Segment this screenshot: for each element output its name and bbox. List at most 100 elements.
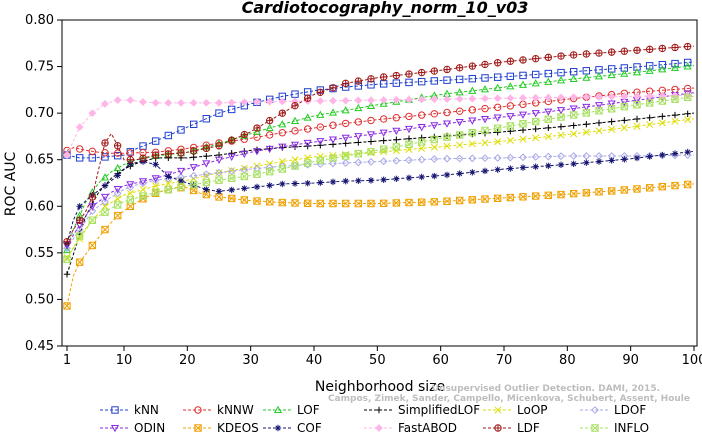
marker xyxy=(468,196,477,204)
marker xyxy=(379,96,388,104)
legend-item-loop: LoOP xyxy=(483,403,548,417)
marker xyxy=(443,171,451,179)
marker xyxy=(607,187,616,195)
marker xyxy=(265,163,274,172)
marker xyxy=(493,154,502,162)
marker xyxy=(278,97,287,106)
marker xyxy=(405,70,413,78)
marker xyxy=(89,193,96,201)
marker xyxy=(75,123,84,132)
marker xyxy=(393,136,400,143)
marker xyxy=(354,103,363,112)
marker xyxy=(88,216,97,224)
marker xyxy=(456,141,464,149)
marker xyxy=(279,180,286,188)
marker xyxy=(633,101,641,109)
marker xyxy=(63,271,71,278)
marker xyxy=(532,163,539,170)
marker xyxy=(443,197,451,205)
marker xyxy=(366,131,376,139)
marker xyxy=(88,241,97,250)
marker xyxy=(152,182,160,190)
marker xyxy=(151,188,160,197)
marker xyxy=(317,179,324,186)
marker xyxy=(544,191,553,199)
marker xyxy=(392,95,401,104)
marker xyxy=(228,186,235,194)
marker xyxy=(165,173,172,180)
marker xyxy=(278,120,287,128)
marker xyxy=(113,211,122,220)
marker xyxy=(507,165,514,172)
x-tick-label: 1 xyxy=(63,353,71,368)
marker xyxy=(393,175,400,183)
marker xyxy=(544,108,553,116)
legend-label: FastABOD xyxy=(398,421,457,434)
marker xyxy=(658,97,667,105)
marker xyxy=(481,94,489,103)
marker xyxy=(469,62,476,70)
marker xyxy=(265,167,274,176)
marker xyxy=(645,184,654,192)
marker xyxy=(189,171,198,180)
marker xyxy=(366,101,376,109)
marker xyxy=(621,156,628,163)
marker xyxy=(189,164,198,172)
marker xyxy=(443,95,451,103)
marker xyxy=(684,43,691,50)
marker xyxy=(253,183,261,191)
marker xyxy=(544,93,553,102)
marker xyxy=(418,173,425,181)
marker xyxy=(329,96,337,105)
marker xyxy=(481,139,489,147)
marker xyxy=(240,98,249,107)
marker xyxy=(303,160,312,169)
y-tick-label: 0.55 xyxy=(25,246,54,261)
marker xyxy=(290,141,300,150)
marker xyxy=(341,159,350,167)
legend-item-inflo: INFLO xyxy=(580,421,649,434)
marker xyxy=(443,142,451,150)
marker xyxy=(88,147,97,156)
marker xyxy=(164,186,173,194)
marker xyxy=(658,183,667,191)
legend: kNN kNNW LOF SimplifiedLOF LoOP LDOF ODIN KDEOS… xyxy=(100,403,649,434)
marker xyxy=(569,74,578,83)
marker xyxy=(430,198,439,206)
marker xyxy=(557,68,565,77)
marker xyxy=(316,97,325,105)
marker xyxy=(683,62,692,70)
marker xyxy=(620,186,629,194)
marker xyxy=(75,258,84,266)
marker xyxy=(341,199,350,208)
marker xyxy=(569,111,578,119)
legend-item-cof: COF xyxy=(263,421,322,434)
marker xyxy=(493,94,502,103)
marker xyxy=(557,190,565,199)
marker xyxy=(113,201,122,209)
marker xyxy=(417,95,426,104)
marker xyxy=(379,115,388,123)
marker xyxy=(468,86,477,94)
marker xyxy=(114,172,121,179)
marker xyxy=(88,203,97,211)
series-inflo xyxy=(63,93,695,264)
marker xyxy=(607,100,616,108)
marker xyxy=(556,107,566,115)
marker xyxy=(646,114,653,121)
marker xyxy=(202,170,211,179)
marker xyxy=(684,116,692,124)
marker xyxy=(633,185,641,193)
marker xyxy=(557,161,565,169)
marker xyxy=(240,172,249,181)
marker xyxy=(355,177,362,184)
marker xyxy=(367,199,375,208)
marker xyxy=(152,151,159,159)
watermark-line-2: Campos, Zimek, Sander, Campello, Micenko… xyxy=(328,394,690,404)
marker xyxy=(633,47,641,54)
marker xyxy=(494,129,501,136)
marker xyxy=(506,72,515,81)
marker xyxy=(519,71,527,80)
marker xyxy=(126,181,135,189)
series-fastabod xyxy=(63,91,695,159)
